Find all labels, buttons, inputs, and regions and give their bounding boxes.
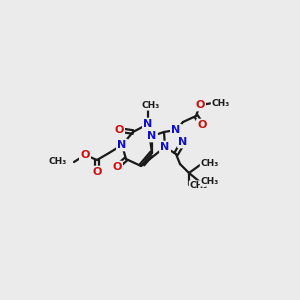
Text: CH₃: CH₃ (201, 176, 219, 185)
Text: N: N (160, 142, 169, 152)
Text: N: N (147, 131, 157, 141)
Text: O: O (197, 120, 207, 130)
Text: CH₃: CH₃ (212, 98, 230, 107)
Text: O: O (92, 167, 102, 177)
Text: N: N (178, 137, 188, 147)
Text: CH₃: CH₃ (190, 182, 208, 190)
Text: N: N (171, 125, 181, 135)
Text: O: O (195, 100, 205, 110)
Text: O: O (80, 150, 90, 160)
Text: O: O (112, 162, 122, 172)
Text: CH₃: CH₃ (142, 100, 160, 109)
Text: O: O (114, 125, 124, 135)
Text: N: N (143, 119, 153, 129)
Text: N: N (117, 140, 127, 150)
Text: CH₃: CH₃ (49, 158, 67, 166)
Text: CH₃: CH₃ (201, 160, 219, 169)
